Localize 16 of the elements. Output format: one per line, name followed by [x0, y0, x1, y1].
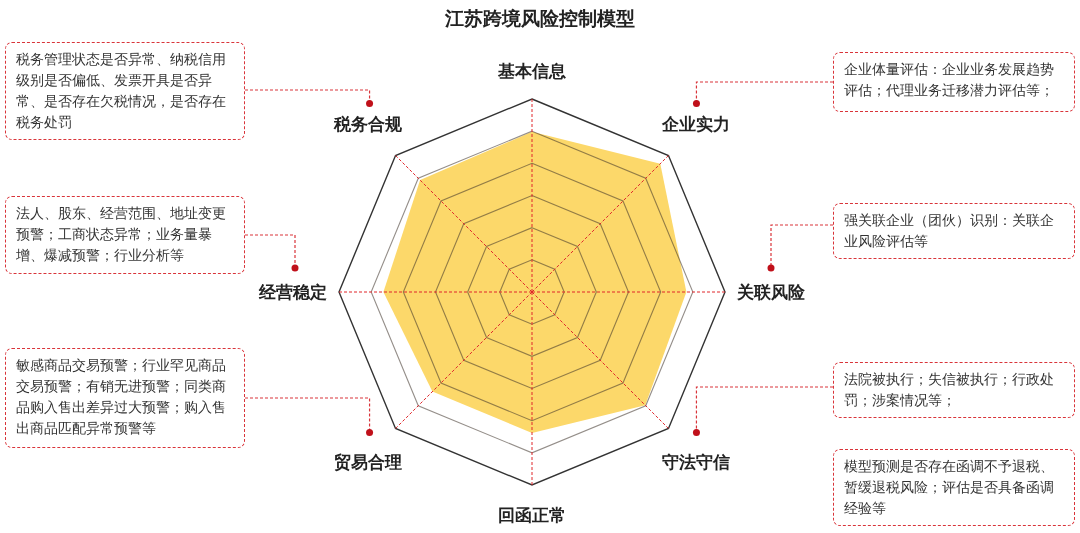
spoke-label: 关联风险	[736, 282, 806, 302]
chart-title: 江苏跨境风险控制模型	[444, 7, 635, 29]
text: 强关联企业（团伙）识别：关联企业风险评估等	[833, 203, 1075, 259]
spoke-label: 守法守信	[662, 452, 731, 473]
spoke-label: 企业实力	[661, 113, 731, 134]
text: 法院被执行；失信被执行；行政处罚；涉案情况等；	[833, 362, 1075, 418]
spoke-label: 经营稳定	[258, 282, 327, 302]
spoke-label: 贸易合理	[333, 452, 402, 473]
text: 模型预测是否存在函调不予退税、暂缓退税风险；评估是否具备函调经验等	[833, 449, 1075, 526]
text: 敏感商品交易预警；行业罕见商品交易预警；有销无进预警；同类商品购入售出差异过大预警；购入售出商品匹配异常预警等	[5, 348, 245, 448]
text: 企业体量评估：企业业务发展趋势评估；代理业务迁移潜力评估等；	[833, 52, 1075, 112]
spoke-label: 回函正常	[498, 505, 566, 525]
spoke-label: 税务合规	[332, 113, 403, 134]
spoke-label: 基本信息	[497, 61, 566, 81]
text: 税务管理状态是否异常、纳税信用级别是否偏低、发票开具是否异常、是否存在欠税情况，是否存在税务处罚	[5, 42, 245, 140]
text: 法人、股东、经营范围、地址变更预警；工商状态异常；业务量暴增、爆减预警；行业分析等	[5, 196, 245, 274]
